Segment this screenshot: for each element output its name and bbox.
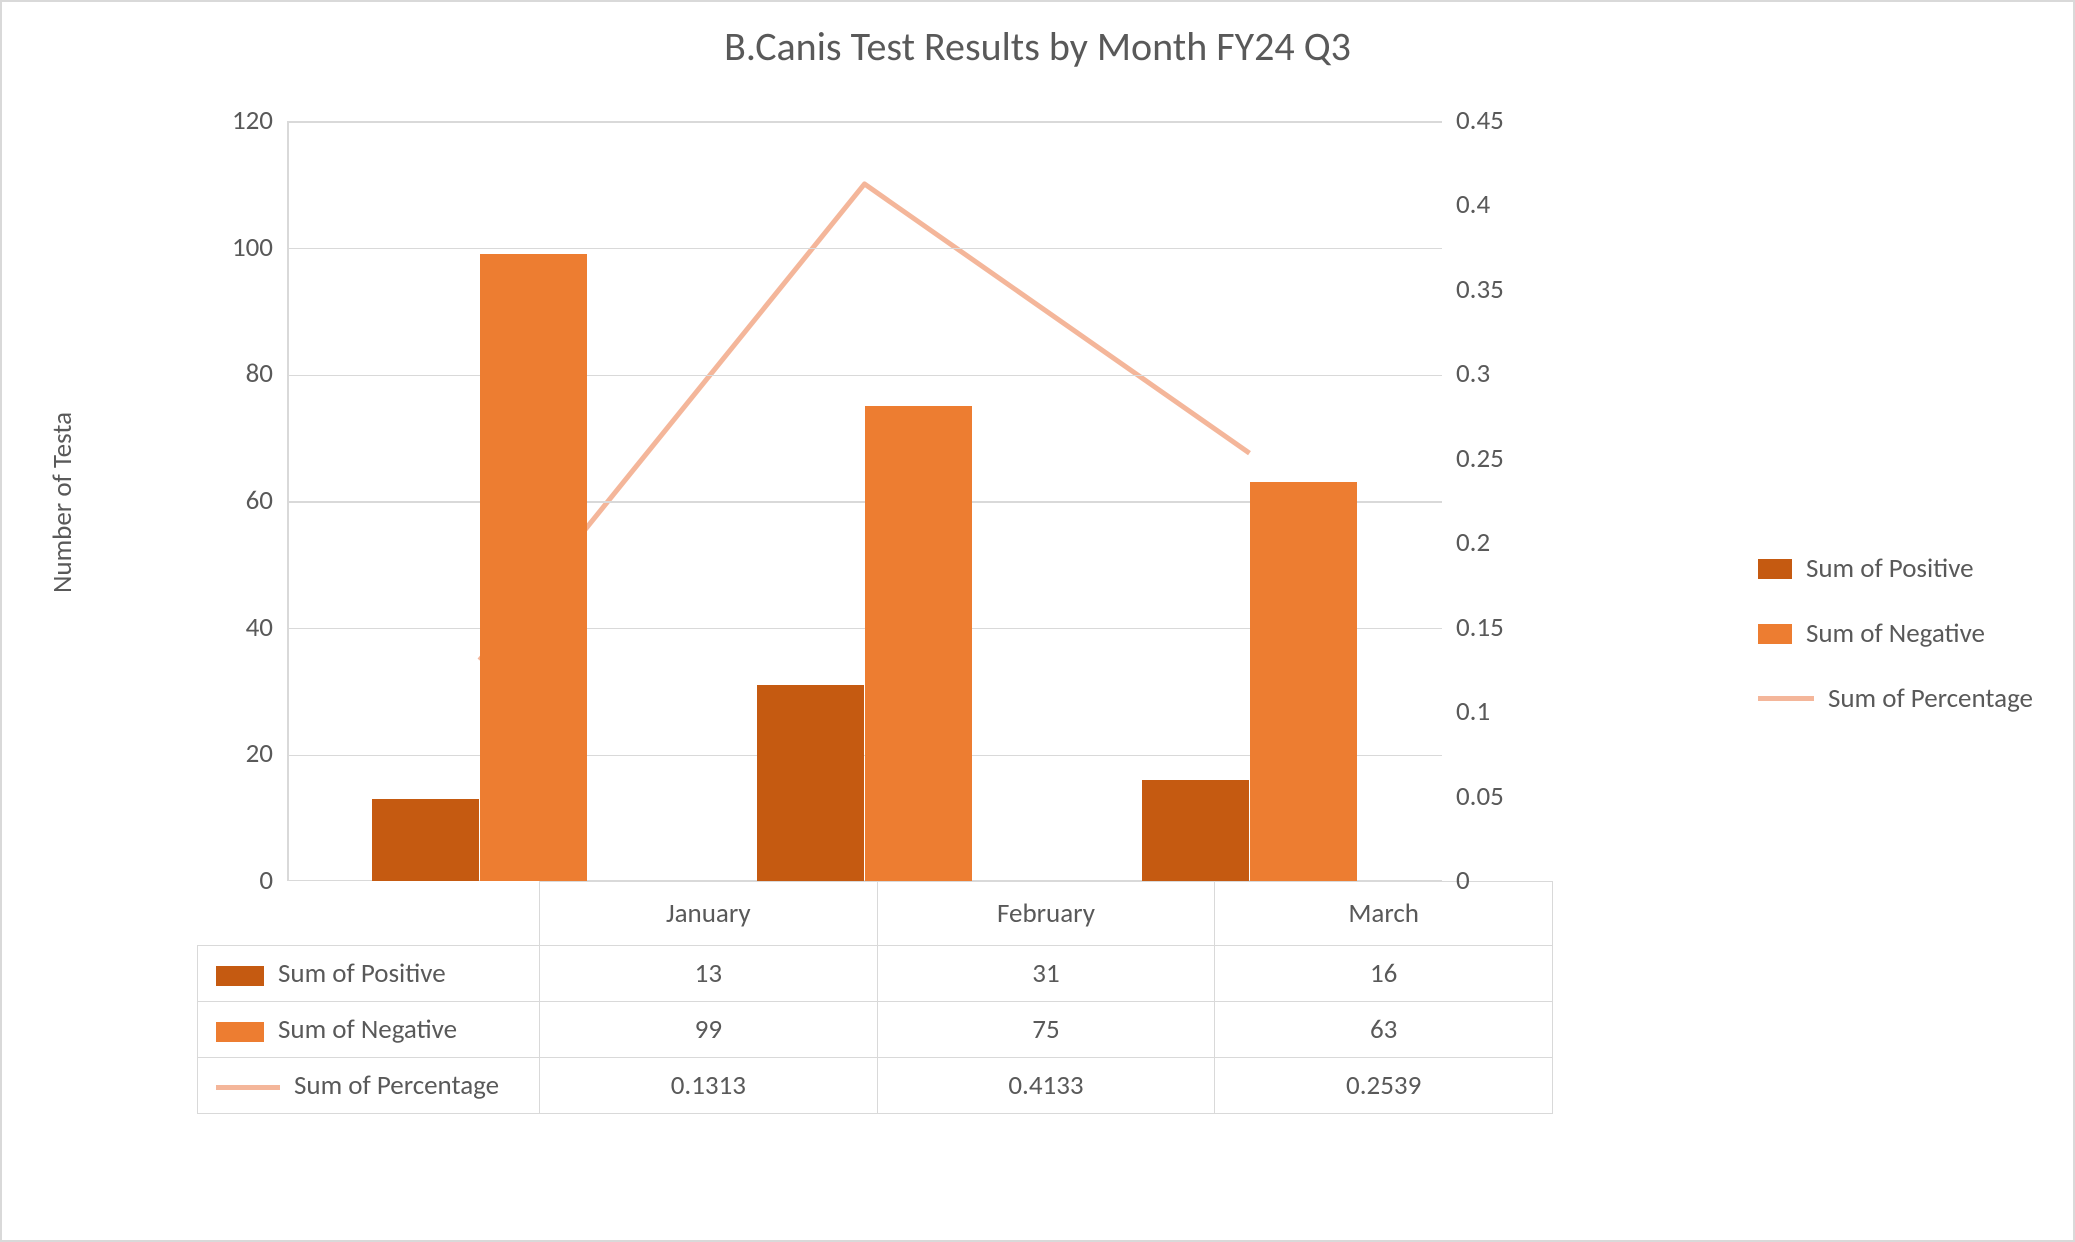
y2-tick-label: 0.3 xyxy=(1456,357,1490,390)
y-tick-label: 80 xyxy=(246,357,273,390)
y-tick-label: 20 xyxy=(246,737,273,770)
legend-swatch-icon xyxy=(1758,624,1792,644)
table-cell: 0.2539 xyxy=(1215,1058,1553,1114)
legend-line-icon xyxy=(216,1085,280,1090)
chart-body: Number of Testa 02040608010012000.050.10… xyxy=(32,122,2043,1114)
table-cell: 75 xyxy=(877,1002,1215,1058)
table-header-cell: February xyxy=(877,882,1215,946)
gridline xyxy=(287,248,1442,250)
plot-column: 02040608010012000.050.10.150.20.250.30.3… xyxy=(197,122,1663,1114)
legend-item: Sum of Negative xyxy=(1758,617,2033,650)
legend-label: Sum of Negative xyxy=(1806,617,1985,650)
y-tick-label: 100 xyxy=(232,231,273,264)
y-axis-title: Number of Testa xyxy=(46,412,79,593)
table-header-cell: March xyxy=(1215,882,1553,946)
y2-tick-label: 0 xyxy=(1456,864,1470,897)
series-label: Sum of Positive xyxy=(278,957,446,990)
gridline xyxy=(287,121,1442,123)
legend-swatch-icon xyxy=(1758,559,1792,579)
y-tick-label: 40 xyxy=(246,611,273,644)
bar-negative xyxy=(1250,482,1358,881)
bar-positive xyxy=(1142,780,1250,881)
table-header-row: JanuaryFebruaryMarch xyxy=(198,882,1553,946)
gridline xyxy=(287,375,1442,377)
chart-title: B.Canis Test Results by Month FY24 Q3 xyxy=(32,22,2043,71)
legend-item: Sum of Percentage xyxy=(1758,682,2033,715)
legend-label: Sum of Positive xyxy=(1806,552,1974,585)
y-axis-line xyxy=(287,122,289,881)
legend: Sum of Positive Sum of Negative Sum of Per… xyxy=(1758,552,2033,715)
table-cell: 0.1313 xyxy=(540,1058,878,1114)
y2-tick-label: 0.25 xyxy=(1456,442,1504,475)
y2-tick-label: 0.15 xyxy=(1456,611,1504,644)
plot-area: 02040608010012000.050.10.150.20.250.30.3… xyxy=(287,122,1442,881)
bar-negative xyxy=(480,254,588,881)
table-header-cell: January xyxy=(540,882,878,946)
y2-tick-label: 0.2 xyxy=(1456,526,1490,559)
y2-tick-label: 0.45 xyxy=(1456,104,1504,137)
series-label: Sum of Negative xyxy=(278,1013,457,1046)
bar-positive xyxy=(372,799,480,881)
legend-label: Sum of Percentage xyxy=(1828,682,2033,715)
table-row-label: Sum of Percentage xyxy=(198,1058,540,1114)
y2-tick-label: 0.35 xyxy=(1456,273,1504,306)
bar-positive xyxy=(757,685,865,881)
table-cell: 63 xyxy=(1215,1002,1553,1058)
table-corner-cell xyxy=(198,882,540,946)
chart-container: B.Canis Test Results by Month FY24 Q3 Nu… xyxy=(0,0,2075,1242)
bar-negative xyxy=(865,406,973,881)
legend-item: Sum of Positive xyxy=(1758,552,2033,585)
table-row: Sum of Positive 133116 xyxy=(198,946,1553,1002)
y2-tick-label: 0.1 xyxy=(1456,695,1490,728)
table-cell: 16 xyxy=(1215,946,1553,1002)
y-tick-label: 60 xyxy=(246,484,273,517)
y2-tick-label: 0.05 xyxy=(1456,780,1504,813)
table-row-label: Sum of Negative xyxy=(198,1002,540,1058)
y-axis-title-wrap: Number of Testa xyxy=(32,122,92,882)
legend-line-icon xyxy=(1758,696,1814,701)
table-cell: 31 xyxy=(877,946,1215,1002)
legend-swatch-icon xyxy=(216,966,264,986)
legend-swatch-icon xyxy=(216,1022,264,1042)
table-cell: 0.4133 xyxy=(877,1058,1215,1114)
series-label: Sum of Percentage xyxy=(294,1069,499,1102)
y-tick-label: 120 xyxy=(232,104,273,137)
table-row: Sum of Negative 997563 xyxy=(198,1002,1553,1058)
data-table: JanuaryFebruaryMarch Sum of Positive 13311… xyxy=(197,881,1553,1114)
y2-tick-label: 0.4 xyxy=(1456,188,1490,221)
table-row: Sum of Percentage 0.13130.41330.2539 xyxy=(198,1058,1553,1114)
table-row-label: Sum of Positive xyxy=(198,946,540,1002)
table-cell: 13 xyxy=(540,946,878,1002)
table-cell: 99 xyxy=(540,1002,878,1058)
y-tick-label: 0 xyxy=(259,864,273,897)
